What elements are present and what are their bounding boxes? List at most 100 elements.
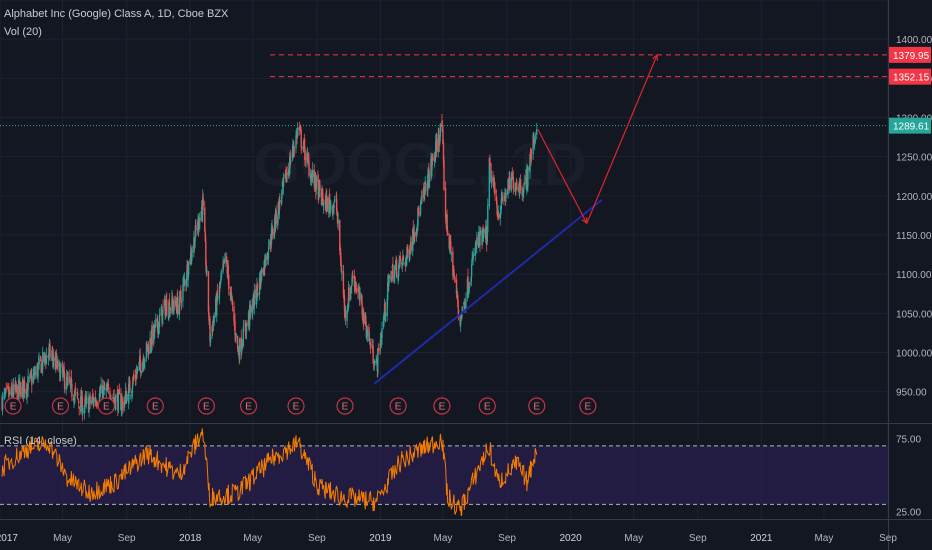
candle-body: [81, 397, 84, 416]
candle-body: [140, 371, 142, 374]
candle-body: [482, 233, 485, 239]
candle-body: [353, 275, 356, 287]
candle-body: [365, 325, 368, 338]
candle-body: [348, 287, 350, 301]
candle-body: [523, 188, 525, 193]
candle-body: [289, 154, 291, 166]
candle-body: [69, 376, 71, 383]
candle-body: [375, 360, 377, 363]
time-axis-tick-label: Sep: [498, 533, 516, 544]
candle-body: [372, 365, 375, 367]
candle-body: [27, 376, 29, 390]
earnings-marker-label: E: [152, 402, 159, 413]
candle-body: [532, 138, 535, 144]
candle-body: [304, 157, 307, 161]
chart-title: Alphabet Inc (Google) Class A, 1D, Cboe …: [4, 8, 229, 20]
candle-body: [118, 389, 121, 395]
candle-body: [244, 323, 247, 333]
price-candles: [1, 114, 538, 422]
candle-body: [219, 281, 222, 286]
earnings-marker-label: E: [57, 402, 64, 413]
candle-body: [34, 372, 37, 376]
candle-body: [483, 229, 485, 233]
candle-body: [231, 299, 234, 306]
candle-body: [439, 123, 442, 137]
candle-body: [280, 200, 283, 202]
candle-body: [149, 340, 152, 347]
candle-body: [271, 227, 274, 236]
candle-body: [241, 346, 243, 352]
candle-body: [399, 255, 401, 263]
candle-body: [373, 360, 376, 366]
candle-body: [278, 197, 281, 214]
current-price-tag-bg: [889, 117, 931, 134]
candle-body: [128, 383, 130, 404]
candle-body: [58, 361, 60, 367]
candle-body: [47, 355, 50, 359]
volume-label: Vol (20): [4, 26, 42, 38]
projection-arrow-head: [652, 53, 659, 61]
candle-body: [11, 382, 13, 391]
candle-body: [495, 196, 498, 205]
candle-body: [493, 183, 496, 193]
candle-body: [84, 396, 87, 400]
candle-body: [408, 255, 411, 261]
candle-body: [295, 135, 297, 149]
earnings-marker-label: E: [533, 402, 540, 413]
candle-body: [446, 230, 449, 235]
candle-body: [372, 345, 374, 364]
candle-body: [144, 358, 146, 362]
candle-body: [154, 322, 156, 325]
candle-body: [52, 362, 54, 364]
candle-body: [379, 348, 381, 351]
earnings-marker: [389, 397, 407, 415]
candle-body: [424, 181, 426, 185]
candle-body: [235, 332, 237, 337]
candle-body: [302, 147, 304, 149]
earnings-marker-label: E: [439, 402, 446, 413]
candle-body: [461, 315, 463, 320]
candle-body: [369, 341, 372, 349]
candle-body: [512, 176, 515, 190]
candle-body: [131, 387, 134, 393]
candle-body: [178, 304, 180, 316]
candle-body: [153, 324, 155, 344]
candle-body: [326, 197, 328, 212]
candle-body: [511, 171, 513, 176]
candle-body: [205, 241, 207, 267]
candle-body: [133, 376, 135, 378]
candle-body: [61, 367, 64, 374]
candle-body: [387, 282, 389, 300]
candle-body: [388, 274, 390, 279]
candle-body: [307, 154, 309, 160]
candle-body: [204, 232, 207, 242]
candle-body: [453, 269, 455, 277]
candle-body: [494, 189, 496, 194]
candle-body: [234, 321, 236, 335]
candle-body: [365, 316, 367, 326]
candle-body: [94, 397, 97, 402]
candle-body: [475, 241, 477, 250]
candle-body: [391, 271, 393, 278]
candle-body: [450, 240, 452, 253]
candle-body: [315, 175, 318, 190]
candle-body: [390, 279, 393, 281]
candle-body: [63, 373, 66, 389]
candle-body: [88, 401, 90, 411]
candle-body: [180, 290, 182, 298]
candle-body: [230, 293, 232, 299]
candle-body: [50, 355, 53, 357]
candle-body: [486, 229, 488, 243]
candle-body: [432, 158, 434, 161]
candle-body: [388, 278, 390, 287]
candle-body: [314, 172, 316, 186]
candle-body: [363, 312, 365, 324]
candle-body: [355, 286, 357, 288]
candle-body: [104, 387, 106, 390]
candle-body: [249, 306, 252, 313]
candle-body: [16, 385, 18, 400]
candle-body: [171, 299, 174, 304]
candle-body: [32, 373, 35, 383]
